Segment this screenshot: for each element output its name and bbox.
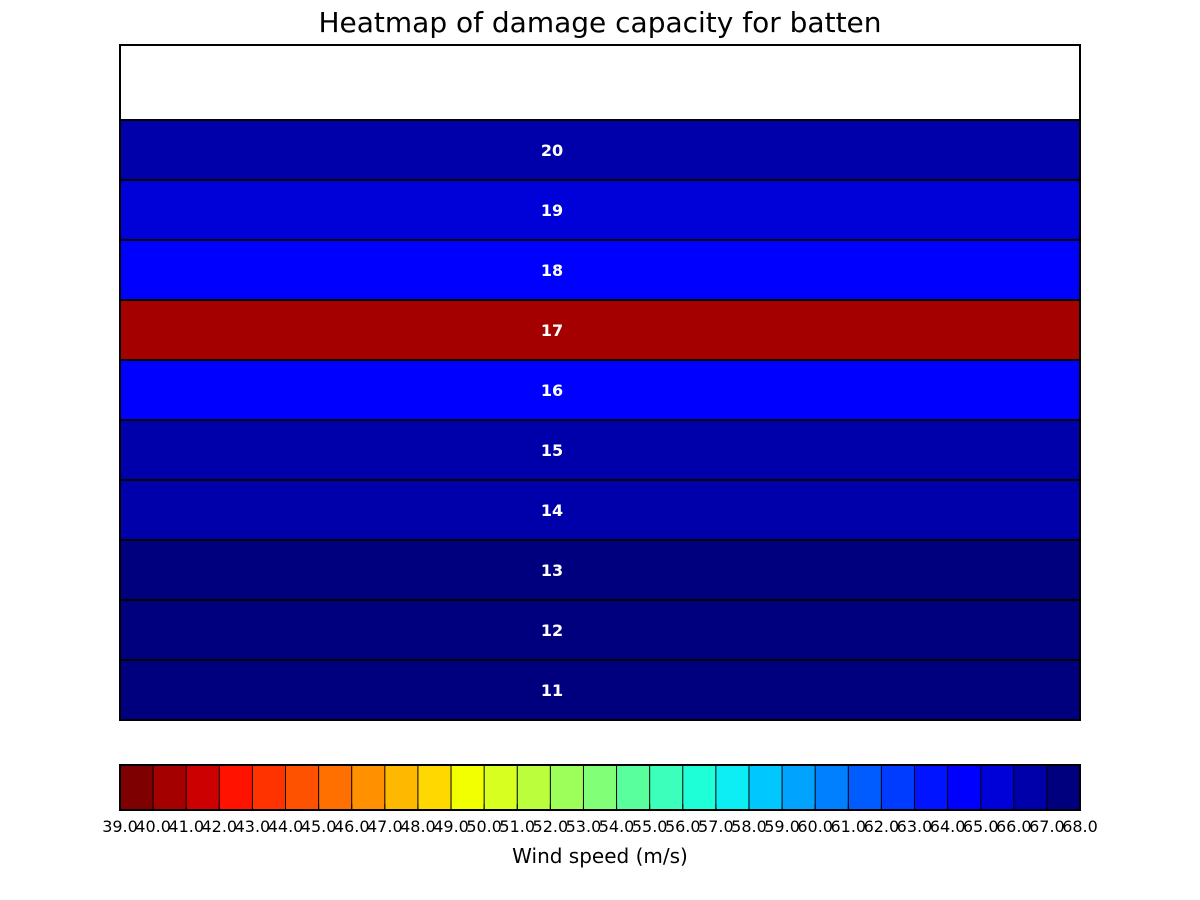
colorbar-segment — [583, 765, 618, 810]
colorbar-segment — [947, 765, 982, 810]
colorbar-tick-label: 48.0 — [400, 817, 436, 836]
colorbar-segment — [417, 765, 452, 810]
colorbar-tick-label: 68.0 — [1062, 817, 1098, 836]
colorbar-segment — [153, 765, 187, 810]
colorbar-tick-label: 58.0 — [731, 817, 767, 836]
heatmap-row-14 — [119, 479, 1081, 541]
colorbar-tick-label: 42.0 — [201, 817, 237, 836]
colorbar-segment — [782, 765, 816, 810]
colorbar-segment — [186, 765, 220, 810]
colorbar-tick-label: 40.0 — [135, 817, 171, 836]
colorbar-segment — [252, 765, 287, 810]
colorbar-segment — [914, 765, 949, 810]
heatmap-row-17 — [119, 299, 1081, 361]
colorbar-tick-label: 52.0 — [533, 817, 569, 836]
colorbar-segment — [384, 765, 419, 810]
colorbar-tick-label: 61.0 — [830, 817, 866, 836]
colorbar-tick-label: 56.0 — [665, 817, 701, 836]
colorbar-segment — [1013, 765, 1048, 810]
colorbar-tick-label: 44.0 — [268, 817, 304, 836]
heatmap-row-label: 17 — [541, 321, 563, 340]
colorbar-tick-label: 64.0 — [930, 817, 966, 836]
heatmap-row-12 — [119, 599, 1081, 661]
colorbar-tick-label: 63.0 — [897, 817, 933, 836]
heatmap-row-13 — [119, 539, 1081, 601]
colorbar-tick-label: 49.0 — [433, 817, 469, 836]
colorbar-tick-label: 62.0 — [864, 817, 900, 836]
colorbar-segment — [1046, 765, 1081, 810]
colorbar-segment — [815, 765, 849, 810]
colorbar-tick-label: 46.0 — [334, 817, 370, 836]
colorbar-tick-label: 57.0 — [698, 817, 734, 836]
heatmap-row-label: 20 — [541, 141, 563, 160]
colorbar-segment — [550, 765, 584, 810]
colorbar-tick-label: 59.0 — [764, 817, 800, 836]
colorbar-segment — [318, 765, 353, 810]
colorbar-label: Wind speed (m/s) — [512, 844, 688, 868]
colorbar-segment — [616, 765, 651, 810]
colorbar-tick-label: 67.0 — [1029, 817, 1065, 836]
heatmap-row-label: 14 — [541, 501, 563, 520]
chart-title: Heatmap of damage capacity for batten — [318, 6, 882, 39]
plot-frame — [119, 44, 1081, 721]
heatmap-row-15 — [119, 419, 1081, 481]
heatmap-row-label: 15 — [541, 441, 563, 460]
colorbar-tick-label: 41.0 — [168, 817, 204, 836]
colorbar-segment — [285, 765, 320, 810]
heatmap-row-label: 19 — [541, 201, 563, 220]
heatmap-row-20 — [119, 119, 1081, 181]
heatmap-row-label: 16 — [541, 381, 563, 400]
colorbar-segment — [748, 765, 783, 810]
colorbar-tick-label: 53.0 — [566, 817, 602, 836]
heatmap-row-19 — [119, 179, 1081, 241]
colorbar-tick-label: 50.0 — [466, 817, 502, 836]
colorbar-tick-label: 54.0 — [599, 817, 635, 836]
colorbar-tick-label: 65.0 — [963, 817, 999, 836]
colorbar-frame — [119, 764, 1081, 811]
heatmap-row-18 — [119, 239, 1081, 301]
colorbar-tick-label: 66.0 — [996, 817, 1032, 836]
heatmap-row-16 — [119, 359, 1081, 421]
colorbar-segment — [351, 765, 386, 810]
colorbar-segment — [682, 765, 717, 810]
colorbar-segment — [848, 765, 882, 810]
colorbar-tick-label: 60.0 — [797, 817, 833, 836]
colorbar-segment — [219, 765, 253, 810]
heatmap-row-11 — [119, 659, 1081, 721]
heatmap-row-label: 13 — [541, 561, 563, 580]
colorbar-segment — [451, 765, 485, 810]
colorbar-segment — [484, 765, 518, 810]
colorbar-segment — [517, 765, 551, 810]
colorbar-segment — [715, 765, 750, 810]
colorbar-tick-label: 39.0 — [102, 817, 138, 836]
colorbar-segment — [649, 765, 684, 810]
colorbar-segment — [120, 765, 154, 810]
colorbar-tick-label: 51.0 — [499, 817, 535, 836]
colorbar-tick-label: 47.0 — [367, 817, 403, 836]
colorbar-tick-label: 43.0 — [235, 817, 271, 836]
heatmap-row-label: 18 — [541, 261, 563, 280]
heatmap-row-label: 12 — [541, 621, 563, 640]
colorbar-segment — [980, 765, 1015, 810]
colorbar-tick-label: 55.0 — [632, 817, 668, 836]
heatmap-row-label: 11 — [541, 681, 563, 700]
colorbar-segment — [881, 765, 915, 810]
colorbar-tick-label: 45.0 — [301, 817, 337, 836]
